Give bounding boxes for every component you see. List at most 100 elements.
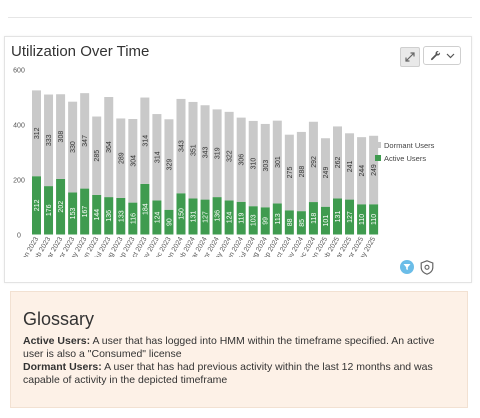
tools-menu-button[interactable] (423, 46, 461, 65)
active-users-term: Active Users: (23, 335, 91, 347)
data-label-dormant: 288 (299, 166, 306, 178)
data-label-dormant: 364 (106, 141, 113, 153)
bar-dormant-users (369, 135, 379, 205)
data-label-active: 167 (82, 206, 89, 218)
bar-active-users (248, 206, 258, 235)
bar-active-users (260, 207, 270, 235)
bar-dormant-users (176, 98, 186, 194)
bar-dormant-users (68, 101, 78, 193)
data-label-active: 103 (251, 214, 258, 226)
data-label-active: 133 (118, 210, 125, 222)
data-label-active: 150 (178, 208, 185, 220)
bar-active-users (80, 188, 90, 235)
data-label-dormant: 343 (178, 140, 185, 152)
bar-dormant-users (104, 97, 114, 198)
data-label-active: 127 (203, 211, 210, 223)
data-label-dormant: 285 (94, 150, 101, 162)
utilization-chart-card: Utilization Over Time 0 200 400 600 212 312 Ja… (4, 36, 472, 283)
data-label-active: 136 (215, 210, 222, 222)
bar-dormant-users (80, 93, 90, 189)
bar-dormant-users (188, 101, 198, 199)
legend-swatch (375, 155, 381, 161)
bar-active-users (272, 203, 282, 235)
data-label-active: 110 (359, 214, 366, 225)
bar-dormant-users (224, 111, 234, 201)
data-label-dormant: 249 (371, 164, 378, 176)
data-label-active: 212 (34, 199, 41, 211)
filter-button[interactable] (400, 260, 414, 274)
data-label-active: 202 (58, 201, 65, 213)
bar-active-users (369, 204, 379, 235)
data-label-dormant: 292 (311, 156, 318, 168)
data-label-active: 136 (106, 210, 113, 222)
glossary-panel: Glossary Active Users: A user that has l… (10, 291, 468, 408)
bar-dormant-users (164, 119, 174, 210)
data-label-active: 153 (70, 208, 77, 220)
data-label-active: 99 (263, 217, 270, 225)
bar-dormant-users (236, 117, 246, 202)
bar-dormant-users (320, 138, 330, 207)
bar-dormant-users (44, 94, 54, 187)
data-label-active: 124 (227, 212, 234, 224)
bar-active-users (345, 199, 355, 235)
bar-dormant-users (32, 90, 41, 177)
top-divider (8, 17, 472, 18)
data-label-dormant: 249 (323, 167, 330, 179)
bar-active-users (200, 199, 210, 235)
settings-button[interactable] (419, 259, 435, 275)
data-label-active: 124 (154, 212, 161, 224)
bar-active-users (308, 202, 318, 235)
bar-active-users (296, 211, 306, 235)
expand-button[interactable] (400, 47, 420, 67)
bar-active-users (284, 210, 294, 235)
data-label-active: 88 (287, 218, 294, 226)
bar-active-users (224, 200, 234, 235)
data-label-dormant: 306 (239, 154, 246, 166)
data-label-active: 110 (371, 214, 378, 225)
data-label-dormant: 322 (227, 150, 234, 162)
data-label-dormant: 343 (203, 146, 210, 158)
expand-icon (405, 52, 415, 62)
data-label-dormant: 244 (359, 165, 366, 177)
bar-active-users (152, 200, 162, 235)
data-label-dormant: 301 (275, 156, 282, 168)
data-label-active: 131 (191, 211, 198, 223)
data-label-dormant: 319 (215, 147, 222, 159)
data-label-dormant: 275 (287, 167, 294, 179)
bar-active-users (92, 194, 102, 235)
data-label-dormant: 241 (347, 160, 354, 172)
chevron-down-icon (446, 53, 454, 58)
y-tick-label: 200 (13, 178, 25, 185)
glossary-title: Glossary (23, 309, 95, 329)
bar-active-users (333, 198, 342, 235)
data-label-dormant: 314 (142, 135, 149, 147)
bar-dormant-users (116, 118, 126, 198)
data-label-active: 85 (299, 219, 306, 227)
data-label-dormant: 262 (335, 157, 342, 169)
y-tick-label: 400 (13, 123, 25, 130)
filter-icon (403, 264, 411, 270)
bar-dormant-users (128, 119, 138, 203)
data-label-dormant: 347 (82, 135, 89, 147)
bar-dormant-users (260, 123, 270, 208)
bar-dormant-users (308, 121, 318, 203)
bar-dormant-users (212, 109, 222, 198)
data-label-dormant: 330 (70, 141, 77, 153)
data-label-dormant: 304 (130, 155, 137, 167)
legend-swatch (375, 142, 381, 148)
bar-active-users (188, 198, 198, 235)
bar-dormant-users (296, 131, 306, 212)
wrench-icon (430, 50, 440, 61)
y-tick-label: 600 (13, 68, 25, 75)
data-label-active: 131 (335, 211, 342, 223)
data-label-active: 144 (94, 209, 101, 221)
bar-dormant-users (140, 97, 150, 184)
data-label-active: 127 (347, 211, 354, 223)
data-label-dormant: 303 (263, 160, 270, 172)
bar-active-users (212, 197, 222, 235)
data-label-active: 119 (239, 212, 246, 223)
bar-dormant-users (357, 137, 367, 205)
data-label-dormant: 289 (118, 152, 125, 164)
bar-active-users (128, 202, 138, 235)
